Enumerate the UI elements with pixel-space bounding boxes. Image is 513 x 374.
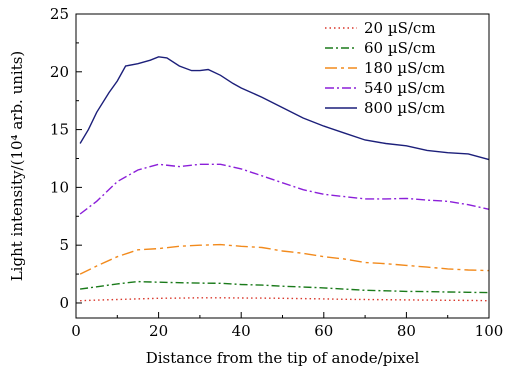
y-tick-label: 25 [50,5,69,23]
legend-label-4: 800 µS/cm [364,99,445,117]
y-axis-title: Light intensity/(10⁴ arb. units) [8,51,26,282]
series-line-2 [79,243,490,275]
series-line-0 [80,297,490,302]
x-axis-title: Distance from the tip of anode/pixel [146,349,420,367]
y-tick-label: 0 [59,294,69,312]
legend-label-1: 60 µS/cm [364,39,436,57]
legend-label-2: 180 µS/cm [364,59,445,77]
legend: 20 µS/cm 60 µS/cm 180 µS/cm 540 µS/cm 800 µS… [325,19,445,117]
y-tick-label: 20 [50,63,69,81]
series-line-3 [79,163,490,215]
legend-label-0: 20 µS/cm [364,19,436,37]
legend-label-3: 540 µS/cm [364,79,445,97]
x-tick-label: 40 [232,322,251,340]
series-line-1 [80,280,490,294]
x-tick-label: 80 [397,322,416,340]
x-tick-label: 60 [314,322,333,340]
x-tick-label: 20 [149,322,168,340]
ticks-layer: 0 20 40 60 80 100 0 5 10 15 20 25 [50,5,503,340]
series-layer [79,56,490,302]
x-tick-label: 0 [71,322,81,340]
series-line-4 [79,56,490,161]
x-tick-label: 100 [475,322,504,340]
y-tick-label: 15 [50,121,69,139]
y-tick-label: 5 [59,236,69,254]
y-tick-label: 10 [50,178,69,196]
